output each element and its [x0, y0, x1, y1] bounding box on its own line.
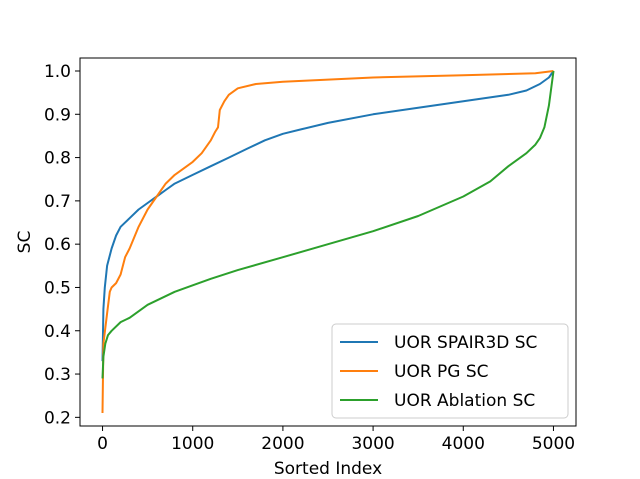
x-tick-label: 5000: [532, 434, 575, 454]
x-axis-label: Sorted Index: [274, 459, 382, 479]
y-tick-label: 1.0: [44, 62, 71, 82]
y-axis-label: SC: [15, 231, 35, 254]
y-tick-label: 0.7: [44, 192, 71, 212]
y-tick-label: 0.5: [44, 278, 71, 298]
legend: UOR SPAIR3D SC UOR PG SC UOR Ablation SC: [331, 323, 569, 419]
legend-label: UOR SPAIR3D SC: [394, 333, 537, 353]
legend-label: UOR Ablation SC: [394, 391, 535, 411]
x-tick-label: 1000: [171, 434, 214, 454]
y-tick-label: 0.6: [44, 235, 71, 255]
x-tick-label: 4000: [442, 434, 485, 454]
x-tick-label: 3000: [351, 434, 394, 454]
series-line-2: [101, 70, 554, 414]
y-tick-label: 0.3: [44, 365, 71, 385]
series-line-1: [101, 70, 555, 362]
x-tick-label: 0: [97, 434, 108, 454]
y-tick-label: 0.2: [44, 408, 71, 428]
y-tick-label: 0.4: [44, 322, 71, 342]
y-tick-label: 0.9: [44, 105, 71, 125]
legend-label: UOR PG SC: [394, 362, 489, 382]
series-line-3: [101, 70, 555, 379]
x-tick-label: 2000: [261, 434, 304, 454]
legend-box: [331, 323, 569, 419]
plot-frame: [79, 57, 577, 427]
y-tick-label: 0.8: [44, 149, 71, 169]
